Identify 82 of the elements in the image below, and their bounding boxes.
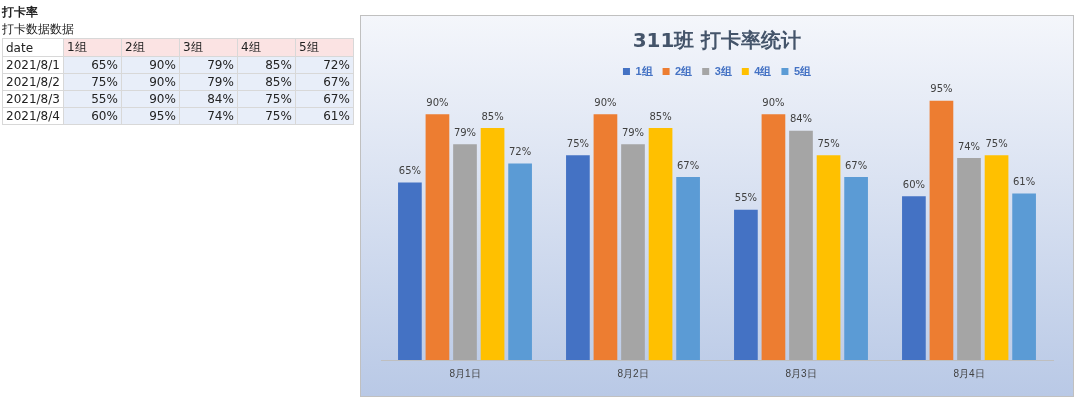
bar bbox=[648, 127, 673, 360]
text: 75% bbox=[91, 75, 118, 89]
data-label: 61% bbox=[1012, 176, 1036, 188]
text: 67% bbox=[323, 75, 350, 89]
text: 1组 bbox=[66, 40, 87, 54]
text: 55% bbox=[91, 92, 118, 106]
bar bbox=[508, 163, 532, 360]
data-label: 67% bbox=[676, 159, 700, 171]
bar bbox=[789, 130, 813, 360]
text: 60% bbox=[91, 109, 118, 123]
legend-label: 4组 bbox=[754, 64, 772, 77]
text: 5组 bbox=[298, 40, 319, 54]
data-label: 67% bbox=[844, 159, 868, 171]
text: 61% bbox=[323, 109, 350, 123]
bar bbox=[984, 155, 1009, 360]
text: 74% bbox=[207, 109, 234, 123]
data-label: 55% bbox=[734, 192, 758, 204]
data-label: 85% bbox=[481, 110, 504, 122]
text: 84% bbox=[207, 92, 234, 106]
data-label: 79% bbox=[621, 126, 645, 138]
data-label: 60% bbox=[902, 178, 926, 190]
text: 打卡率 bbox=[2, 4, 39, 21]
data-label: 72% bbox=[508, 146, 532, 158]
chart-title: 311班 打卡率统计 bbox=[632, 28, 802, 53]
bar bbox=[929, 100, 954, 360]
legend-label: 3组 bbox=[714, 64, 732, 77]
bar bbox=[816, 155, 841, 360]
bar bbox=[566, 155, 590, 360]
text: 打卡数据数据 bbox=[2, 21, 75, 38]
data-label: 90% bbox=[762, 96, 785, 108]
bar bbox=[480, 127, 505, 360]
data-label: 85% bbox=[649, 110, 672, 122]
bar bbox=[734, 209, 758, 360]
bar bbox=[676, 177, 700, 360]
text: 90% bbox=[149, 58, 176, 72]
bar bbox=[453, 144, 477, 360]
bar bbox=[902, 196, 926, 360]
text: 2021/8/2 bbox=[2, 73, 64, 91]
text: 3组 bbox=[182, 40, 203, 54]
data-label: 65% bbox=[398, 165, 422, 177]
text: 2021/8/4 bbox=[2, 107, 64, 125]
text: 65% bbox=[91, 58, 118, 72]
data-label: 90% bbox=[426, 96, 449, 108]
text: 90% bbox=[149, 75, 176, 89]
legend-label: 1组 bbox=[635, 64, 653, 77]
legend-label: 5组 bbox=[793, 64, 812, 77]
data-label: 84% bbox=[789, 113, 813, 125]
x-tick-label: 8月3日 bbox=[785, 367, 817, 379]
text: 75% bbox=[265, 92, 292, 106]
bar bbox=[425, 114, 450, 360]
bar bbox=[957, 157, 981, 360]
data-label: 75% bbox=[985, 137, 1008, 149]
bar bbox=[1012, 193, 1036, 360]
data-label: 79% bbox=[453, 126, 477, 138]
text: 67% bbox=[323, 92, 350, 106]
bar bbox=[621, 144, 645, 360]
text: 79% bbox=[207, 58, 234, 72]
data-label: 95% bbox=[930, 83, 953, 95]
text: 75% bbox=[265, 109, 292, 123]
text: 2021/8/1 bbox=[2, 56, 64, 74]
text: 4组 bbox=[240, 40, 261, 54]
text: 2021/8/3 bbox=[2, 90, 64, 108]
bar bbox=[398, 182, 422, 360]
text: 79% bbox=[207, 75, 234, 89]
text: 85% bbox=[265, 75, 292, 89]
x-tick-label: 8月4日 bbox=[953, 367, 985, 379]
text: date bbox=[2, 38, 64, 57]
data-label: 90% bbox=[594, 96, 617, 108]
bar bbox=[761, 114, 786, 360]
text: 85% bbox=[265, 58, 292, 72]
legend-label: 2组 bbox=[675, 64, 693, 77]
bar bbox=[844, 177, 868, 360]
data-label: 75% bbox=[817, 137, 840, 149]
text: 95% bbox=[149, 109, 176, 123]
text: 2组 bbox=[124, 40, 145, 54]
x-tick-label: 8月2日 bbox=[617, 367, 649, 379]
x-tick-label: 8月1日 bbox=[449, 367, 481, 379]
bar bbox=[593, 114, 618, 360]
text: 90% bbox=[149, 92, 176, 106]
data-label: 75% bbox=[566, 137, 590, 149]
text: 72% bbox=[323, 58, 350, 72]
data-label: 74% bbox=[957, 140, 981, 152]
